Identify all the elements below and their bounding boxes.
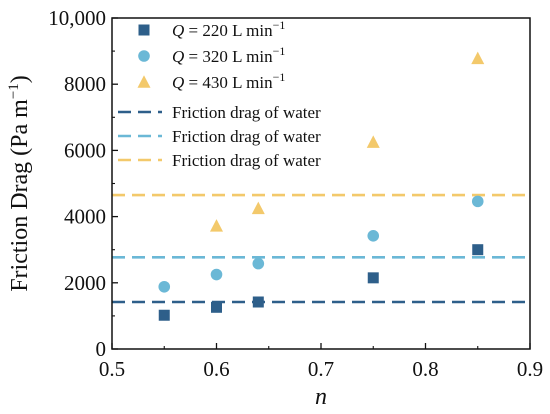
ticks: 0.5 0.6 0.7 0.8 0.9 0 2000 4000 6000 8000 10,000 [48, 6, 543, 381]
legend-label: Friction drag of water [172, 103, 321, 122]
legend-label: Friction drag of water [172, 151, 321, 170]
y-axis-title-superscript: −1 [6, 83, 22, 99]
legend-label: Q = 320 L min−1 [172, 44, 285, 66]
data-point [367, 229, 380, 242]
y-tick-label: 4000 [64, 205, 106, 229]
plot-frame [111, 17, 531, 350]
x-tick-label: 0.5 [99, 357, 125, 381]
legend-label-text: = 430 L min [184, 73, 273, 92]
x-tick-label: 0.9 [517, 357, 543, 381]
y-axis-title-close: ) [7, 75, 33, 83]
legend-label-superscript: −1 [273, 70, 286, 84]
legend-label: Friction drag of water [172, 127, 321, 146]
data-point [367, 272, 379, 284]
y-tick-label: 6000 [64, 138, 106, 162]
legend-label-q: Q [172, 21, 184, 40]
x-tick-label: 0.8 [412, 357, 438, 381]
legend-label-text: = 320 L min [184, 47, 273, 66]
legend-label-text: = 220 L min [184, 21, 273, 40]
legend-marker [138, 50, 150, 62]
data-point [472, 244, 484, 256]
data-point [158, 309, 170, 321]
legend-marker [138, 24, 150, 36]
axes [111, 17, 531, 350]
y-tick-label: 10,000 [48, 6, 106, 30]
legend-label: Q = 220 L min−1 [172, 18, 285, 40]
data-point [471, 195, 484, 208]
y-tick-label: 0 [96, 337, 107, 361]
data-point [252, 257, 265, 270]
legend-label-superscript: −1 [273, 44, 286, 58]
legend-marker [137, 75, 151, 88]
y-axis-title-main: Friction Drag (Pa m [7, 99, 33, 292]
y-axis-title: Friction Drag (Pa m−1) [6, 75, 33, 292]
legend-label-q: Q [172, 47, 184, 66]
plot-area [112, 51, 530, 321]
legend: Q = 220 L min−1Q = 320 L min−1Q = 430 L … [118, 18, 321, 170]
data-point [210, 219, 223, 232]
data-point [366, 135, 380, 148]
data-point [211, 301, 222, 313]
data-point [471, 51, 485, 65]
data-point [252, 296, 264, 308]
data-point [251, 201, 265, 215]
x-tick-label: 0.7 [308, 357, 334, 381]
data-point [158, 280, 171, 293]
legend-label-q: Q [172, 73, 184, 92]
x-tick-label: 0.6 [203, 357, 229, 381]
y-tick-label: 8000 [64, 72, 106, 96]
y-tick-label: 2000 [64, 271, 106, 295]
data-point [210, 268, 223, 281]
legend-label: Q = 430 L min−1 [172, 70, 285, 92]
x-axis-title: n [315, 384, 327, 410]
legend-label-superscript: −1 [273, 18, 286, 32]
